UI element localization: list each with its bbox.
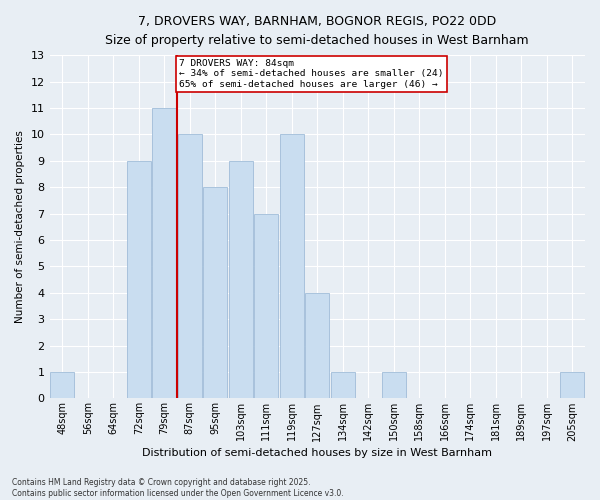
Text: 7 DROVERS WAY: 84sqm
← 34% of semi-detached houses are smaller (24)
65% of semi-: 7 DROVERS WAY: 84sqm ← 34% of semi-detac…: [179, 59, 443, 89]
Bar: [280, 134, 304, 398]
Bar: [560, 372, 584, 398]
Bar: [254, 214, 278, 398]
Bar: [127, 160, 151, 398]
Bar: [178, 134, 202, 398]
Bar: [229, 160, 253, 398]
Bar: [382, 372, 406, 398]
Bar: [331, 372, 355, 398]
Bar: [305, 293, 329, 399]
Bar: [50, 372, 74, 398]
Bar: [152, 108, 176, 399]
Text: Contains HM Land Registry data © Crown copyright and database right 2025.
Contai: Contains HM Land Registry data © Crown c…: [12, 478, 344, 498]
Title: 7, DROVERS WAY, BARNHAM, BOGNOR REGIS, PO22 0DD
Size of property relative to sem: 7, DROVERS WAY, BARNHAM, BOGNOR REGIS, P…: [106, 15, 529, 47]
X-axis label: Distribution of semi-detached houses by size in West Barnham: Distribution of semi-detached houses by …: [142, 448, 492, 458]
Y-axis label: Number of semi-detached properties: Number of semi-detached properties: [15, 130, 25, 323]
Bar: [203, 187, 227, 398]
